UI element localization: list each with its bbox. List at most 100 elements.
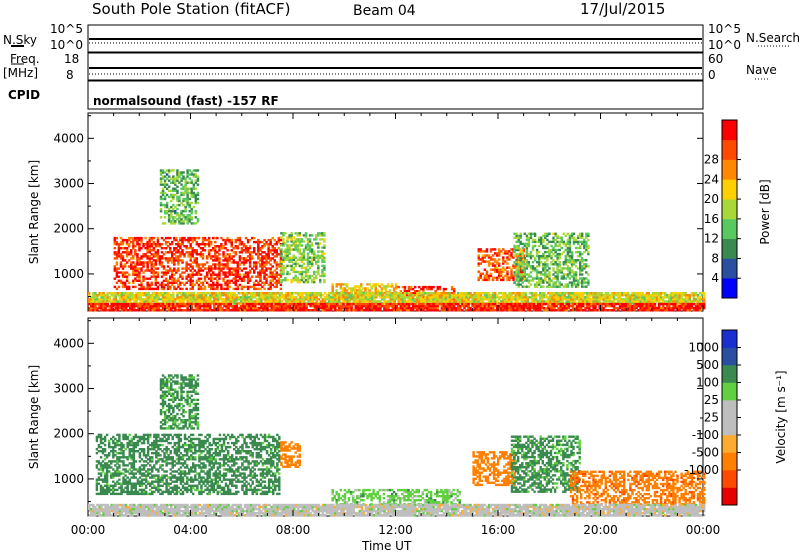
echo-cell <box>461 309 464 312</box>
echo-cell <box>267 251 270 254</box>
echo-cell <box>195 251 198 254</box>
echo-cell <box>176 292 179 295</box>
echo-cell <box>587 281 590 284</box>
echo-cell <box>395 292 398 295</box>
echo-cell <box>142 261 145 264</box>
echo-cell <box>552 248 555 252</box>
echo-cell <box>525 238 529 242</box>
echo-cell <box>374 287 377 290</box>
echo-cell <box>240 257 244 260</box>
echo-cell <box>319 242 322 245</box>
echo-cell <box>565 309 569 312</box>
echo-cell <box>156 285 160 289</box>
echo-cell <box>244 271 248 274</box>
echo-cell <box>191 265 194 268</box>
echo-cell <box>121 251 125 254</box>
echo-cell <box>212 255 215 258</box>
echo-cell <box>282 238 285 241</box>
echo-cell <box>554 234 557 237</box>
echo-cell <box>662 298 665 301</box>
echo-cell <box>187 255 190 258</box>
echo-cell <box>500 292 503 295</box>
echo-cell <box>540 279 543 282</box>
echo-cell <box>201 281 205 284</box>
echo-cell <box>202 298 206 301</box>
echo-cell <box>286 292 290 295</box>
echo-cell <box>562 273 565 276</box>
echo-cell <box>280 280 283 284</box>
echo-cell <box>138 279 141 282</box>
echo-cell <box>504 298 507 301</box>
echo-cell <box>263 269 266 272</box>
echo-cell <box>153 309 157 312</box>
echo-cell <box>556 277 559 280</box>
echo-cell <box>556 234 559 237</box>
echo-cell <box>416 309 419 312</box>
echo-cell <box>273 251 276 254</box>
echo-cell <box>210 275 213 278</box>
echo-cell <box>225 302 228 306</box>
echo-cell <box>479 296 483 299</box>
echo-cell <box>274 302 278 306</box>
echo-cell <box>202 296 206 299</box>
echo-cell <box>90 304 93 308</box>
echo-cell <box>244 261 248 264</box>
echo-cell <box>383 296 386 299</box>
echo-cell <box>189 238 192 242</box>
echo-cell <box>200 309 204 312</box>
echo-cell <box>401 285 405 289</box>
echo-cell <box>594 300 597 303</box>
echo-cell <box>529 250 533 254</box>
echo-cell <box>524 292 528 295</box>
echo-cell <box>565 296 569 299</box>
echo-cell <box>191 279 194 282</box>
echo-cell <box>177 261 180 264</box>
echo-cell <box>629 296 632 299</box>
echo-cell <box>288 258 291 261</box>
echo-cell <box>469 302 472 305</box>
echo-cell <box>179 273 182 276</box>
echo-cell <box>530 296 534 299</box>
echo-cell <box>165 300 169 303</box>
echo-cell <box>158 243 162 246</box>
echo-cell <box>477 294 480 297</box>
echo-cell <box>220 269 223 272</box>
echo-cell <box>385 292 388 295</box>
freq-tick-top: 18 <box>64 52 80 66</box>
echo-cell <box>88 300 91 303</box>
echo-cell <box>536 294 540 297</box>
echo-cell <box>241 292 245 295</box>
echo-cell <box>234 261 238 264</box>
echo-cell <box>555 294 558 297</box>
echo-cell <box>221 300 224 303</box>
echo-cell <box>512 274 515 277</box>
echo-cell <box>267 249 270 252</box>
echo-cell <box>513 261 516 264</box>
echo-cell <box>629 300 632 303</box>
echo-cell <box>438 285 442 289</box>
echo-cell <box>193 269 197 272</box>
echo-cell <box>180 302 183 306</box>
echo-cell <box>487 292 491 295</box>
echo-cell <box>522 298 525 301</box>
echo-cell <box>188 302 191 306</box>
echo-cell <box>116 306 120 310</box>
echo-cell <box>230 267 233 270</box>
echo-cell <box>550 279 553 282</box>
echo-cell <box>323 252 326 255</box>
echo-cell <box>585 242 588 246</box>
echo-cell <box>182 302 185 306</box>
echo-cell <box>309 309 312 312</box>
echo-cell <box>271 247 274 250</box>
echo-cell <box>236 275 240 278</box>
echo-cell <box>629 298 632 301</box>
echo-cell <box>385 296 388 299</box>
echo-cell <box>473 296 476 299</box>
echo-cell <box>204 304 208 308</box>
echo-cell <box>245 298 249 301</box>
echo-cell <box>152 255 156 258</box>
echo-cell <box>321 258 324 261</box>
echo-cell <box>558 269 561 272</box>
echo-cell <box>276 302 280 306</box>
echo-cell <box>153 294 157 297</box>
